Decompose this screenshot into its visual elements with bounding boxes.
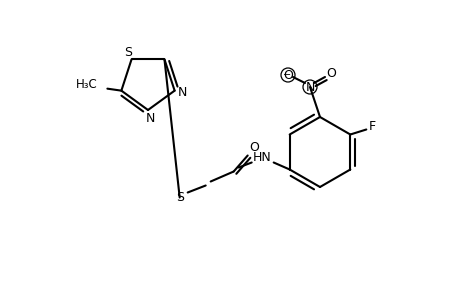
Text: O: O bbox=[325, 67, 335, 80]
Text: HN: HN bbox=[252, 151, 270, 164]
Text: H₃C: H₃C bbox=[75, 78, 97, 91]
Text: N: N bbox=[305, 80, 314, 94]
Text: S: S bbox=[124, 46, 132, 59]
Text: F: F bbox=[368, 120, 375, 133]
Text: N: N bbox=[145, 112, 154, 124]
Text: S: S bbox=[175, 191, 183, 204]
Text: −: − bbox=[283, 70, 291, 80]
Text: O: O bbox=[248, 141, 258, 154]
Text: N: N bbox=[178, 86, 187, 99]
Text: O: O bbox=[282, 68, 292, 82]
